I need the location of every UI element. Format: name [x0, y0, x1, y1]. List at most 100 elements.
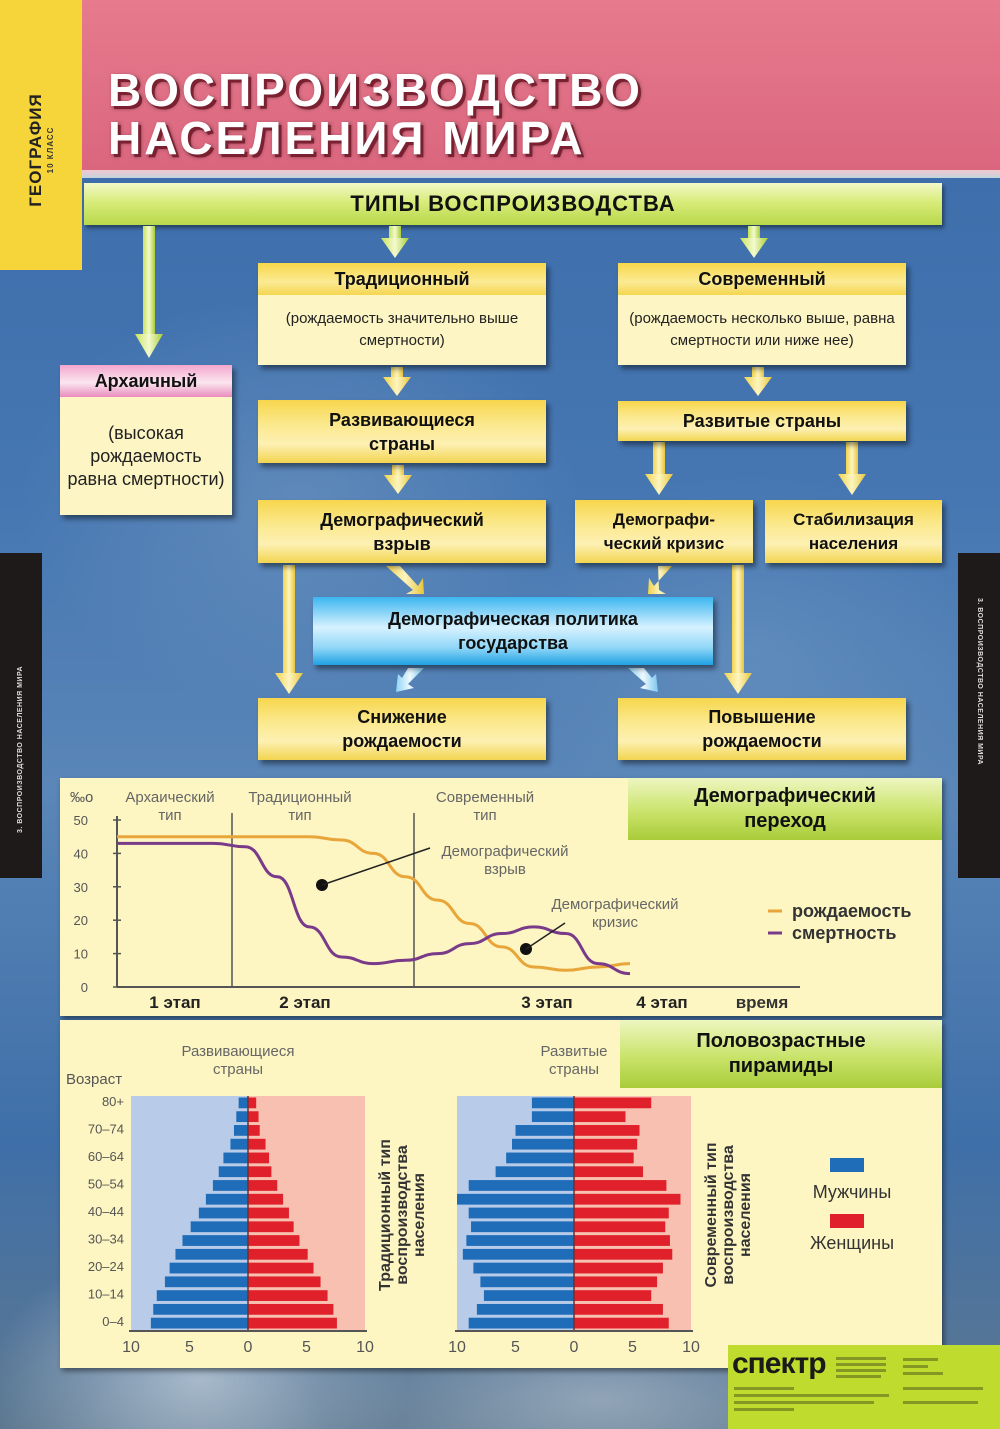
developing-countries-box: Развивающиеся страны — [258, 400, 546, 463]
stage-label: 2 этап — [279, 993, 330, 1012]
boom-annotation: взрыв — [484, 861, 526, 878]
birth-rate-line — [116, 835, 631, 972]
title-line-1: ВОСПРОИЗВОДСТВО — [108, 64, 643, 116]
men-bar — [531, 1097, 574, 1109]
women-bar — [574, 1207, 669, 1219]
men-bar — [483, 1290, 574, 1301]
pyramid-side-label: воспроизводства — [394, 1145, 411, 1285]
men-bar — [495, 1166, 574, 1178]
stage-label: 4 этап — [636, 993, 687, 1012]
women-bar — [574, 1317, 669, 1329]
type-label: тип — [158, 807, 181, 824]
women-bar — [248, 1262, 314, 1274]
men-bar — [169, 1262, 248, 1274]
men-bar — [233, 1125, 248, 1136]
pyramid-side-label: Современный тип — [703, 1143, 720, 1288]
y-tick-label: 30 — [74, 880, 88, 895]
women-bar — [574, 1262, 663, 1274]
pyramid-side-label: населения — [737, 1173, 754, 1257]
x-tick-label: 5 — [302, 1339, 311, 1356]
women-bar — [574, 1166, 644, 1178]
men-bar — [236, 1111, 248, 1123]
pyramid-label: Развитые — [541, 1043, 608, 1060]
men-bar — [468, 1180, 574, 1191]
pyramid-side-label: воспроизводства — [720, 1145, 737, 1285]
women-bar — [248, 1235, 300, 1246]
x-axis-label: время — [736, 993, 789, 1012]
women-bar — [248, 1221, 294, 1233]
demographic-boom-box: Демографический взрыв — [258, 500, 546, 563]
type-label: Традиционный — [248, 789, 351, 806]
men-bar — [164, 1276, 248, 1288]
age-axis-label: Возраст — [66, 1071, 122, 1088]
men-bar — [175, 1248, 248, 1260]
men-bar — [182, 1235, 248, 1246]
women-bar — [574, 1290, 652, 1301]
women-bar — [248, 1138, 266, 1150]
transition-line-chart: ‰o01020304050АрхаическийтипТрадиционныйт… — [70, 789, 911, 1012]
women-bar — [248, 1193, 284, 1205]
women-bar — [574, 1125, 640, 1136]
x-tick-label: 0 — [244, 1339, 253, 1356]
traditional-title: Традиционный — [258, 263, 546, 295]
women-bar — [248, 1125, 260, 1136]
arrow-to-modern — [740, 226, 768, 258]
men-bar — [476, 1303, 574, 1315]
men-bar — [190, 1221, 248, 1233]
women-bar — [248, 1207, 289, 1219]
age-tick-label: 80+ — [102, 1094, 124, 1109]
men-bar — [511, 1138, 574, 1150]
age-tick-label: 20–24 — [88, 1259, 124, 1274]
title-line-2: НАСЕЛЕНИЯ МИРА — [108, 112, 586, 164]
men-bar — [198, 1207, 248, 1219]
demographic-transition-panel: Демографический переход ‰o 0 10 20 30 40 50 Арх… — [60, 778, 942, 1016]
age-tick-label: 70–74 — [88, 1122, 124, 1137]
types-header: ТИПЫ ВОСПРОИЗВОДСТВА — [84, 183, 942, 225]
stabilization-box: Стабилизация населения — [765, 500, 942, 563]
men-bar — [473, 1262, 574, 1274]
men-bar — [531, 1111, 574, 1123]
women-bar — [248, 1152, 270, 1164]
arrow-to-traditional — [381, 226, 409, 258]
pyramids-chart: Возраст 80+ 70–74 60–64 50–54 40–44 30–34 20–24… — [66, 1043, 894, 1356]
type-label: Современный — [436, 789, 534, 806]
legend-men-label: Мужчины — [813, 1182, 892, 1202]
women-bar — [574, 1193, 681, 1205]
x-tick-label: 5 — [511, 1339, 520, 1356]
subject-tab: ГЕОГРАФИЯ 10 КЛАСС — [0, 0, 82, 270]
type-label: тип — [288, 807, 311, 824]
y-unit-label: ‰o — [70, 789, 93, 806]
men-bar — [466, 1235, 574, 1246]
title-band — [0, 0, 1000, 178]
men-bar — [150, 1317, 248, 1329]
women-bar — [248, 1303, 334, 1315]
demographic-crisis-box: Демографи-ческий кризис — [575, 500, 753, 563]
women-bar — [248, 1248, 308, 1260]
x-tick-label: 5 — [628, 1339, 637, 1356]
archaic-desc: (высокая рождаемость равна смертности) — [60, 397, 232, 515]
arrow-to-archaic — [135, 226, 163, 358]
death-rate-line — [117, 841, 631, 976]
y-tick-label: 50 — [74, 813, 88, 828]
women-bar — [248, 1166, 272, 1178]
x-tick-label: 10 — [356, 1339, 374, 1356]
women-bar — [248, 1276, 321, 1288]
decrease-birth-rate-box: Снижение рождаемости — [258, 698, 546, 760]
archaic-title: Архаичный — [60, 365, 232, 397]
men-bar — [468, 1207, 574, 1219]
legend-women-label: Женщины — [810, 1233, 894, 1253]
women-bar — [574, 1180, 667, 1191]
women-bar — [248, 1097, 257, 1109]
men-bar — [480, 1276, 574, 1288]
women-bar — [248, 1317, 337, 1329]
legend-death-label: смертность — [792, 923, 896, 943]
archaic-type-box: Архаичный (высокая рождаемость равна сме… — [60, 365, 232, 515]
women-bar — [248, 1180, 278, 1191]
men-bar — [223, 1152, 248, 1164]
x-tick-label: 10 — [448, 1339, 466, 1356]
age-tick-label: 40–44 — [88, 1204, 124, 1219]
women-bar — [248, 1290, 328, 1301]
legend-women-swatch — [830, 1214, 864, 1228]
women-bar — [574, 1138, 638, 1150]
modern-title: Современный — [618, 263, 906, 295]
